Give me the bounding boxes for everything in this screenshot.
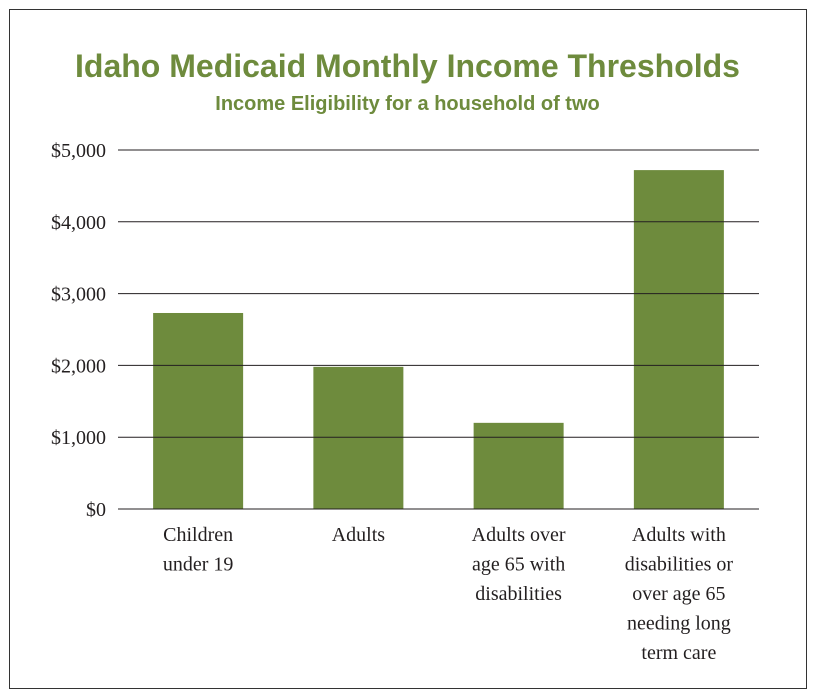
x-category-label: Adults with disabilities or over age 65 nee…: [625, 524, 734, 664]
bar-chart: $0 $1,000 $2,000 $3,000 $4,000 $5,000 Children…: [51, 140, 759, 664]
x-category-label: Adults: [332, 524, 386, 546]
y-tick-label: $2,000: [51, 355, 106, 377]
x-category-label: Children under 19: [163, 524, 234, 576]
y-tick-label: $4,000: [51, 212, 106, 234]
y-tick-label: $1,000: [51, 427, 106, 449]
x-category-label-line: Adults: [332, 524, 386, 546]
x-category-label-line: Children: [163, 524, 233, 546]
bar: [153, 312, 244, 509]
x-category-label-line: over age 65: [632, 583, 725, 605]
chart-title: Idaho Medicaid Monthly Income Thresholds: [75, 48, 740, 84]
bar: [313, 366, 404, 509]
bar: [473, 422, 564, 509]
x-category-label-line: disabilities or: [625, 554, 734, 576]
x-category-label-line: Adults over: [472, 524, 566, 546]
y-tick-label: $5,000: [51, 140, 106, 162]
x-category-label-line: disabilities: [475, 583, 562, 605]
x-category-label-line: under 19: [163, 554, 234, 576]
x-category-label-line: term care: [641, 642, 716, 664]
chart-subtitle: Income Eligibility for a household of tw…: [215, 93, 600, 115]
bar: [633, 170, 724, 509]
y-tick-label: $3,000: [51, 284, 106, 306]
x-category-label: Adults over age 65 with disabilities: [472, 524, 566, 605]
x-category-label-line: needing long: [627, 613, 731, 635]
y-tick-label: $0: [86, 499, 106, 521]
x-category-label-line: Adults with: [632, 524, 726, 546]
x-category-label-line: age 65 with: [472, 554, 565, 576]
